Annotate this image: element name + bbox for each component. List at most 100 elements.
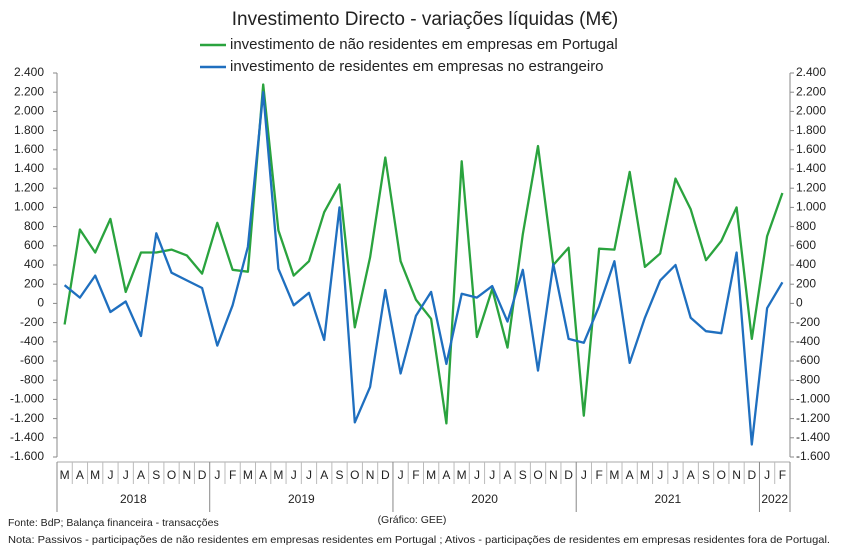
x-tick-label: A — [503, 468, 511, 482]
x-tick-label: F — [595, 468, 602, 482]
y2-tick-label: 0 — [796, 296, 803, 310]
x-tick-label: M — [457, 468, 467, 482]
y-tick-label: 800 — [24, 219, 44, 233]
y-tick-label: -1.200 — [10, 411, 44, 425]
x-tick-label: J — [123, 468, 129, 482]
y2-tick-label: -600 — [796, 353, 820, 367]
y-tick-label: 600 — [24, 238, 44, 252]
y2-tick-label: -1.200 — [796, 411, 830, 425]
x-tick-label: A — [137, 468, 145, 482]
x-tick-label: N — [182, 468, 191, 482]
y2-tick-label: -400 — [796, 334, 820, 348]
x-tick-label: O — [167, 468, 176, 482]
series-line — [63, 91, 784, 446]
series-line — [63, 83, 784, 425]
x-tick-label: A — [442, 468, 450, 482]
x-tick-label: M — [90, 468, 100, 482]
y2-tick-label: 2.000 — [796, 104, 826, 118]
note: Nota: Passivos - participações de não re… — [8, 534, 830, 546]
y2-tick-label: 400 — [796, 257, 816, 271]
y2-tick-label: 2.200 — [796, 84, 826, 98]
x-tick-label: J — [489, 468, 495, 482]
y-tick-label: -400 — [20, 334, 44, 348]
x-tick-label: S — [702, 468, 710, 482]
x-tick-label: M — [640, 468, 650, 482]
y2-tick-label: -200 — [796, 315, 820, 329]
legend-label: investimento de não residentes em empres… — [230, 36, 618, 53]
credit: (Gráfico: GEE) — [378, 514, 447, 526]
x-group-label: 2022 — [761, 492, 788, 506]
y-tick-label: 1.200 — [14, 180, 44, 194]
x-tick-label: J — [306, 468, 312, 482]
x-tick-label: O — [717, 468, 726, 482]
y2-tick-label: -1.000 — [796, 392, 830, 406]
chart-title: Investimento Directo - variações líquida… — [232, 9, 618, 30]
x-tick-label: J — [214, 468, 220, 482]
y-tick-label: -800 — [20, 372, 44, 386]
y2-tick-label: -1.600 — [796, 449, 830, 463]
x-tick-label: M — [243, 468, 253, 482]
y2-tick-label: -800 — [796, 372, 820, 386]
x-tick-label: F — [779, 468, 786, 482]
y-tick-label: -1.000 — [10, 392, 44, 406]
y-tick-label: -1.600 — [10, 449, 44, 463]
x-tick-label: J — [291, 468, 297, 482]
x-tick-label: D — [747, 468, 756, 482]
x-tick-label: J — [764, 468, 770, 482]
source: Fonte: BdP; Balança financeira - transac… — [8, 517, 219, 529]
x-tick-label: M — [609, 468, 619, 482]
x-group-label: 2019 — [288, 492, 315, 506]
y-tick-label: 1.400 — [14, 161, 44, 175]
x-tick-label: O — [350, 468, 359, 482]
y-tick-label: 0 — [37, 296, 44, 310]
y2-tick-label: 2.400 — [796, 65, 826, 79]
y-tick-label: -200 — [20, 315, 44, 329]
x-tick-label: F — [412, 468, 419, 482]
x-tick-label: M — [426, 468, 436, 482]
x-tick-label: J — [672, 468, 678, 482]
x-tick-label: N — [732, 468, 741, 482]
x-tick-label: J — [398, 468, 404, 482]
x-tick-label: S — [519, 468, 527, 482]
y2-tick-label: -1.400 — [796, 430, 830, 444]
y-tick-label: 400 — [24, 257, 44, 271]
y-tick-label: 1.600 — [14, 142, 44, 156]
x-tick-label: M — [60, 468, 70, 482]
y2-tick-label: 1.600 — [796, 142, 826, 156]
x-tick-label: J — [581, 468, 587, 482]
x-tick-label: O — [533, 468, 542, 482]
x-tick-label: N — [549, 468, 558, 482]
y2-tick-label: 800 — [796, 219, 816, 233]
x-tick-label: N — [366, 468, 375, 482]
y2-tick-label: 600 — [796, 238, 816, 252]
y-tick-label: -1.400 — [10, 430, 44, 444]
x-group-label: 2021 — [654, 492, 681, 506]
x-tick-label: M — [273, 468, 283, 482]
legend-label: investimento de residentes em empresas n… — [230, 58, 604, 75]
y2-tick-label: 200 — [796, 276, 816, 290]
x-tick-label: F — [229, 468, 236, 482]
x-tick-label: J — [474, 468, 480, 482]
y-tick-label: 1.000 — [14, 200, 44, 214]
x-group-label: 2018 — [120, 492, 147, 506]
x-tick-label: D — [564, 468, 573, 482]
x-tick-label: D — [381, 468, 390, 482]
x-tick-label: A — [626, 468, 634, 482]
x-tick-label: J — [657, 468, 663, 482]
x-tick-label: D — [198, 468, 207, 482]
x-group-label: 2020 — [471, 492, 498, 506]
x-tick-label: A — [259, 468, 267, 482]
y-tick-label: 2.200 — [14, 84, 44, 98]
y-tick-label: -600 — [20, 353, 44, 367]
x-tick-label: S — [152, 468, 160, 482]
y2-tick-label: 1.000 — [796, 200, 826, 214]
x-tick-label: J — [107, 468, 113, 482]
y-tick-label: 2.000 — [14, 104, 44, 118]
x-tick-label: A — [320, 468, 328, 482]
x-tick-label: A — [687, 468, 695, 482]
y-tick-label: 2.400 — [14, 65, 44, 79]
y2-tick-label: 1.200 — [796, 180, 826, 194]
y-tick-label: 200 — [24, 276, 44, 290]
x-tick-label: S — [336, 468, 344, 482]
